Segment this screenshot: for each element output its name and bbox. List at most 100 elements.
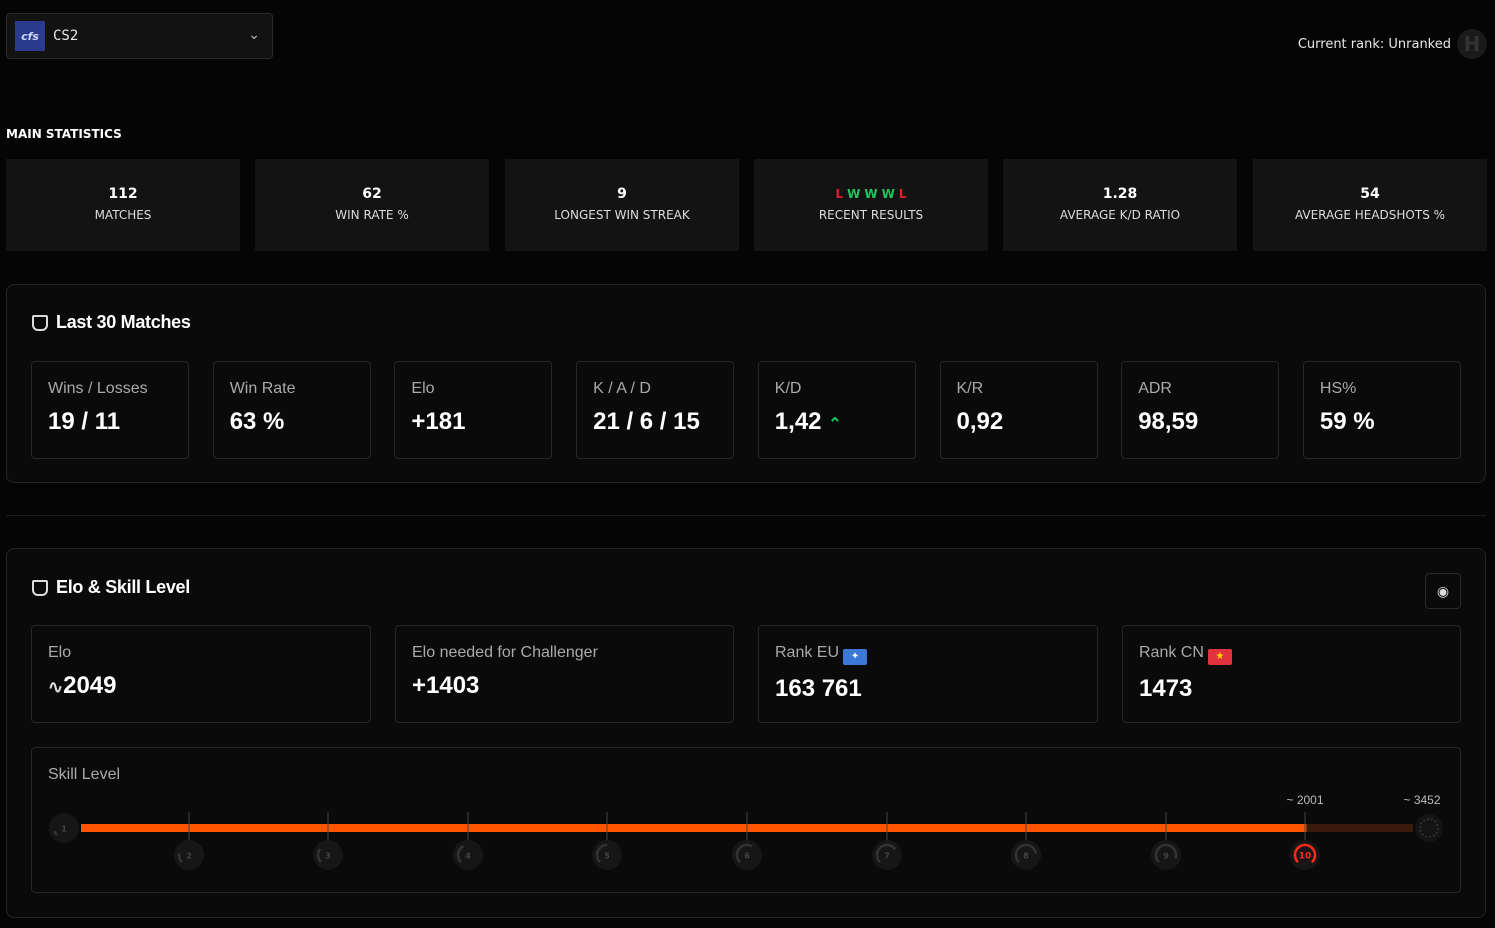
level-arc-8	[1014, 843, 1038, 867]
challenger-icon-ring	[1419, 818, 1439, 838]
stat-value: 112	[108, 186, 138, 202]
result-win: W	[847, 187, 861, 201]
elo-trend-icon: ∿	[48, 677, 64, 697]
card-value: +181	[411, 408, 466, 435]
card-label: K/R	[956, 380, 984, 397]
stat-value: 9	[617, 186, 627, 202]
stat-label: LONGEST WIN STREAK	[554, 208, 690, 222]
last30-card: K / A / D 21 / 6 / 15	[576, 361, 735, 459]
card-value: 63 %	[229, 408, 285, 435]
card-value: 1473	[1139, 675, 1193, 702]
level-arc-10	[1293, 843, 1317, 867]
last30-card: Win Rate 63 %	[212, 361, 371, 459]
stat-value: 62	[362, 186, 382, 202]
game-selector[interactable]: cfs CS2 ⌄	[6, 13, 273, 59]
level-number: 7	[884, 852, 890, 861]
level-arc-5	[595, 843, 619, 867]
stat-card: 112 MATCHES	[6, 159, 240, 251]
level-number: 8	[1023, 852, 1029, 861]
card-label: Elo	[48, 644, 72, 661]
cn-flag-icon: ★	[1207, 649, 1232, 665]
eu-flag-icon: ✦	[843, 649, 868, 665]
track-progress	[81, 824, 1307, 832]
stat-value: 54	[1360, 186, 1380, 202]
eye-toggle-button[interactable]: ◉	[1425, 573, 1461, 609]
chevron-down-icon: ⌄	[248, 26, 260, 42]
result-win: W	[864, 187, 878, 201]
level-number: 10	[1299, 852, 1312, 862]
stat-label: AVERAGE K/D RATIO	[1059, 208, 1181, 222]
card-value: 21 / 6 / 15	[593, 408, 700, 435]
level-arc-6	[735, 843, 759, 867]
stat-card: 54 AVERAGE HEADSHOTS %	[1253, 159, 1487, 251]
card-value: 1,42	[774, 408, 822, 435]
last30-card: K/R 0,92	[939, 361, 1098, 459]
section-title: Last 30 Matches	[56, 312, 191, 332]
card-label: Elo	[411, 380, 435, 397]
card-label: Rank EU	[775, 644, 840, 661]
stat-card: 62 WIN RATE %	[255, 159, 489, 251]
level-number: 1	[61, 825, 67, 834]
challenger-elo-label: ~ 3452	[1403, 793, 1440, 807]
elo-card: Elo needed for Challenger +1403	[395, 625, 734, 723]
card-value: 98,59	[1138, 408, 1199, 435]
skill-level-label: Skill Level	[48, 766, 121, 783]
stat-label: RECENT RESULTS	[818, 208, 924, 222]
last30-card: K/D 1,42 ⌃	[757, 361, 916, 459]
level-number: 5	[604, 852, 610, 861]
game-name: CS2	[53, 28, 79, 44]
last30-card: ADR 98,59	[1121, 361, 1280, 459]
card-label: HS%	[1319, 380, 1357, 397]
last-30-matches-panel: Last 30 Matches Wins / Losses 19 / 11 Win …	[6, 284, 1486, 483]
elo-card: Rank EU ✦ 163 761	[758, 625, 1098, 723]
divider	[6, 515, 1486, 516]
level-number: 3	[325, 852, 331, 861]
result-loss: L	[898, 187, 907, 201]
stat-label: AVERAGE HEADSHOTS %	[1294, 208, 1446, 222]
card-label: K/D	[774, 380, 802, 397]
faceit-wolf-icon	[32, 579, 48, 596]
level-arc-3	[316, 843, 340, 867]
card-label: K / A / D	[593, 380, 651, 397]
skill-level-track: 1 2 3 4 5 6 7 8 9 10 ~ 2001 ~ 3452	[49, 793, 1443, 870]
stat-value: 1.28	[1102, 186, 1138, 202]
result-loss: L	[835, 187, 844, 201]
skill-level-box: Skill Level 1 2 3 4 5 6 7 8 9 10 ~ 2001 ~ 3452	[31, 747, 1461, 893]
card-value: 0,92	[956, 408, 1004, 435]
level10-elo-label: ~ 2001	[1286, 793, 1323, 807]
section-title: Elo & Skill Level	[56, 577, 190, 597]
faceit-wolf-icon	[32, 314, 48, 331]
level-number: 9	[1163, 852, 1169, 861]
card-label: Elo needed for Challenger	[412, 644, 598, 661]
rank-icon: H	[1457, 29, 1487, 59]
stat-card: 9 LONGEST WIN STREAK	[505, 159, 739, 251]
level-number: 4	[465, 852, 471, 861]
card-label: Win Rate	[229, 380, 296, 397]
last30-card: HS% 59 %	[1302, 361, 1461, 459]
card-value: 2049	[63, 672, 117, 699]
last30-card: Wins / Losses 19 / 11	[31, 361, 189, 459]
card-label: Wins / Losses	[48, 380, 148, 397]
level-number: 2	[186, 852, 192, 861]
game-logo: cfs	[15, 21, 45, 51]
stat-card: L W W W L RECENT RESULTS	[754, 159, 988, 251]
last30-card: Elo +181	[394, 361, 553, 459]
card-value: +1403	[412, 672, 480, 699]
card-label: Rank CN	[1139, 644, 1204, 661]
elo-card: Elo ∿2049	[31, 625, 371, 723]
trend-up-icon: ⌃	[828, 416, 842, 433]
stat-label: WIN RATE %	[335, 208, 409, 222]
elo-skill-panel: Elo & Skill Level ◉ Elo ∿2049 Elo needed f…	[6, 548, 1486, 918]
card-value: 19 / 11	[48, 408, 121, 435]
level-arc-9	[1154, 843, 1178, 867]
card-value: 163 761	[775, 675, 862, 702]
level-arc-4	[456, 843, 480, 867]
card-label: ADR	[1138, 380, 1172, 397]
stat-card: 1.28 AVERAGE K/D RATIO	[1003, 159, 1237, 251]
stat-label: MATCHES	[94, 208, 152, 222]
level-arc-1	[52, 816, 76, 840]
main-statistics-title: MAIN STATISTICS	[6, 127, 122, 141]
card-value: 59 %	[1319, 408, 1375, 435]
level-arc-7	[875, 843, 899, 867]
level-arc-2	[177, 843, 201, 867]
